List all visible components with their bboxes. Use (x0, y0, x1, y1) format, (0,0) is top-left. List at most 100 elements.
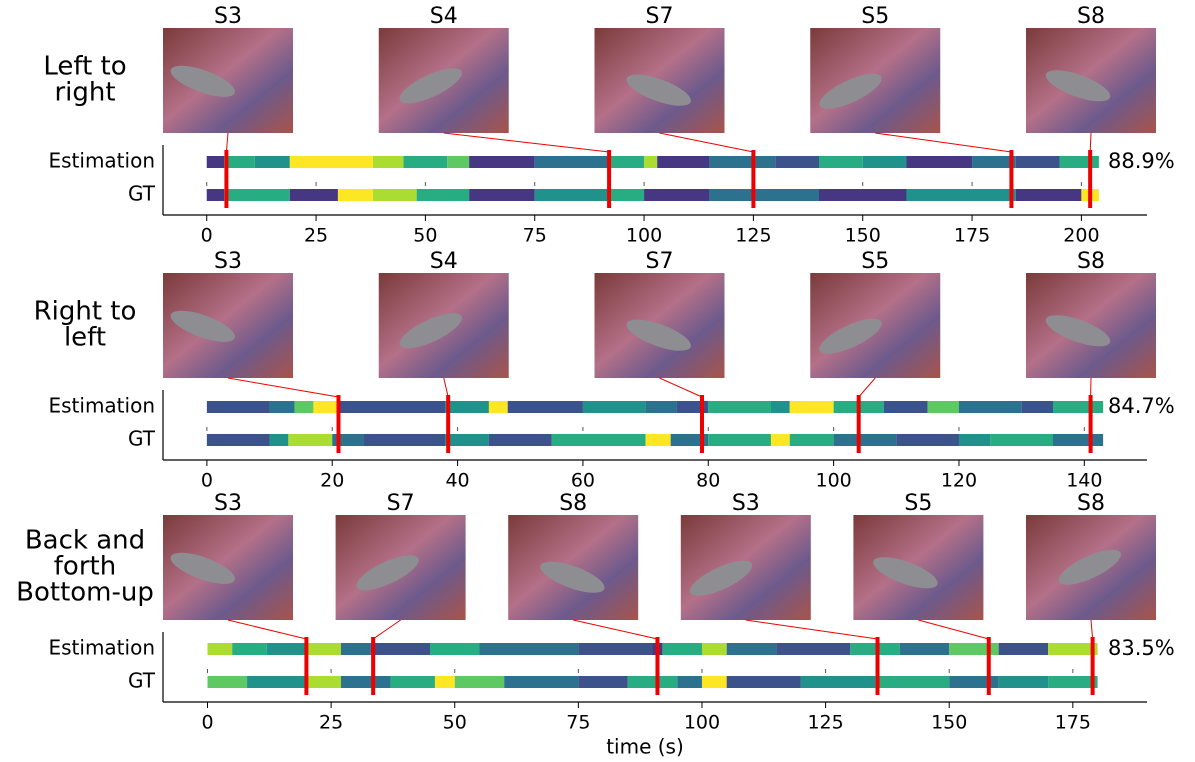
frame-label: S3 (214, 249, 242, 274)
x-tick-label: 75 (523, 225, 547, 247)
row-label: GT (128, 669, 156, 693)
connector (443, 377, 449, 398)
state-segment (269, 401, 295, 413)
x-tick-label: 80 (696, 470, 720, 492)
x-tick-label: 175 (1055, 712, 1091, 734)
instrument (689, 560, 753, 596)
frame-label: S3 (732, 491, 760, 516)
instrument (399, 68, 462, 104)
state-segment (906, 156, 973, 168)
state-segment (1052, 401, 1104, 413)
state-segment (206, 189, 225, 201)
panel-title: forth (54, 552, 116, 582)
state-segment (247, 676, 307, 688)
state-segment (609, 189, 645, 201)
x-tick-label: 200 (1063, 225, 1099, 247)
state-segment (990, 434, 1053, 446)
row-label: Estimation (48, 394, 155, 418)
instrument (1045, 315, 1111, 347)
state-segment (341, 676, 391, 688)
x-axis-label: time (s) (606, 735, 684, 759)
state-segment (578, 643, 653, 655)
state-segment (206, 434, 270, 446)
state-segment (338, 401, 446, 413)
state-segment (306, 643, 342, 655)
state-segment (551, 434, 646, 446)
instrument (1045, 70, 1111, 102)
connector (659, 132, 754, 153)
frame-label: S8 (1077, 491, 1105, 516)
state-segment (627, 676, 678, 688)
instrument (170, 65, 235, 97)
state-segment (726, 643, 777, 655)
frame-label: S7 (646, 4, 674, 29)
state-segment (776, 643, 851, 655)
state-segment (998, 676, 1049, 688)
state-segment (434, 676, 455, 688)
row-label: Estimation (48, 149, 155, 173)
connector (227, 619, 307, 640)
instrument (356, 555, 419, 591)
x-tick-label: 150 (845, 225, 881, 247)
state-segment (479, 643, 579, 655)
state-segment (254, 156, 290, 168)
state-segment (1048, 643, 1098, 655)
state-segment (958, 434, 991, 446)
state-segment (670, 434, 709, 446)
x-tick-label: 25 (319, 712, 343, 734)
frame-label: S5 (904, 491, 932, 516)
panel-title: Back and (25, 526, 145, 556)
state-segment (289, 156, 373, 168)
x-tick-label: 175 (954, 225, 990, 247)
connector (227, 377, 339, 398)
state-segment (644, 156, 658, 168)
state-segment (1059, 156, 1099, 168)
state-segment (1015, 156, 1060, 168)
state-segment (207, 676, 248, 688)
x-tick-label: 100 (815, 470, 851, 492)
state-segment (1015, 189, 1082, 201)
state-segment (372, 156, 404, 168)
instrument (170, 310, 235, 342)
state-segment (896, 434, 959, 446)
state-segment (469, 189, 535, 201)
state-segment (645, 434, 671, 446)
frame-label: S8 (559, 491, 587, 516)
state-segment (850, 643, 900, 655)
state-segment (1048, 676, 1098, 688)
state-segment (488, 401, 508, 413)
state-segment (488, 434, 552, 446)
panel-title: Right to (34, 297, 137, 327)
state-segment (972, 156, 1016, 168)
state-segment (224, 189, 290, 201)
state-segment (927, 401, 959, 413)
state-segment (294, 401, 314, 413)
connector (875, 132, 1012, 153)
state-segment (644, 189, 710, 201)
state-segment (701, 643, 727, 655)
x-tick-label: 50 (443, 712, 467, 734)
x-tick-label: 25 (304, 225, 328, 247)
x-tick-label: 0 (201, 470, 213, 492)
frame-label: S7 (646, 249, 674, 274)
connector (918, 619, 989, 640)
x-tick-label: 50 (413, 225, 437, 247)
frame-label: S5 (861, 4, 889, 29)
connector (372, 619, 401, 640)
state-segment (288, 434, 333, 446)
state-segment (657, 156, 710, 168)
state-segment (701, 676, 727, 688)
state-segment (207, 643, 233, 655)
instrument (540, 561, 605, 593)
state-segment (775, 156, 819, 168)
state-segment (507, 401, 583, 413)
state-segment (445, 401, 489, 413)
frame-label: S3 (214, 491, 242, 516)
state-segment (582, 401, 646, 413)
connector (1089, 132, 1092, 153)
state-segment (1052, 434, 1104, 446)
state-segment (819, 189, 907, 201)
frame-label: S7 (387, 491, 415, 516)
connector (659, 377, 703, 398)
accuracy-label: 83.5% (1108, 636, 1175, 660)
